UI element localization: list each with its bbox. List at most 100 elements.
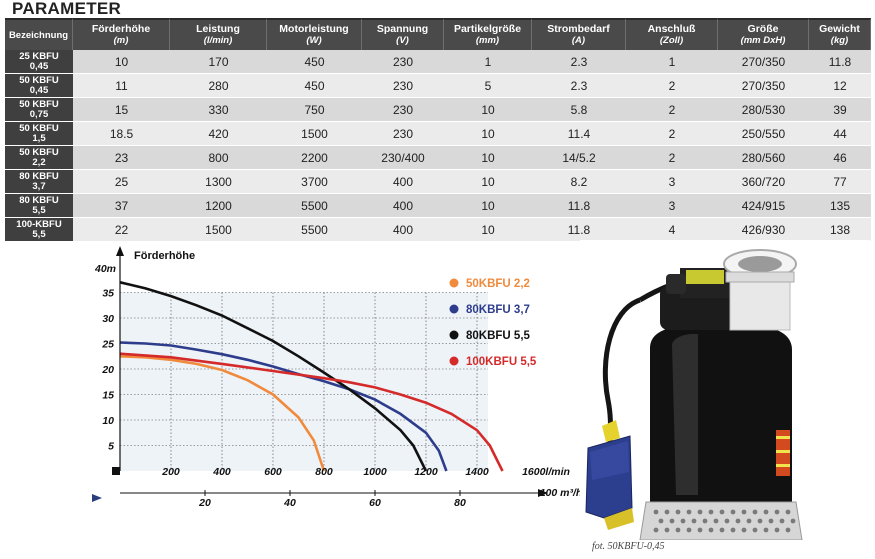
table-cell: 450 <box>267 74 362 98</box>
x2-tick-label: 60 <box>369 497 381 509</box>
column-header: Motorleistung (W) <box>267 18 362 50</box>
table-cell: 8.2 <box>532 170 626 194</box>
page-title: PARAMETER <box>12 0 122 18</box>
table-cell: 5.8 <box>532 98 626 122</box>
table-row: 80 KBFU 3,7 25 1300 3700 400 10 8.2 3 360/720 77 <box>5 170 871 194</box>
model-size: 5,5 <box>32 204 46 216</box>
model-name: 50 KBFU <box>19 147 59 158</box>
x-tick-label: 200 <box>161 466 180 478</box>
table-cell: 10 <box>444 218 532 242</box>
column-header: Partikelgröße (mm) <box>444 18 532 50</box>
legend-label: 50KBFU 2,2 <box>466 278 530 290</box>
table-cell: 230 <box>362 122 444 146</box>
legend-label: 100KBFU 5,5 <box>466 356 537 368</box>
model-name: 80 KBFU <box>19 195 59 206</box>
model-name: 25 KBFU <box>19 51 59 62</box>
table-cell: 4 <box>626 218 718 242</box>
table-cell: 15 <box>73 98 170 122</box>
table-cell: 10 <box>444 170 532 194</box>
table-cell: 270/350 <box>718 74 809 98</box>
table-cell: 18.5 <box>73 122 170 146</box>
series-line <box>119 355 326 472</box>
table-cell: 230 <box>362 98 444 122</box>
table-cell: 3700 <box>267 170 362 194</box>
x-tick-label: 400 <box>212 466 231 478</box>
table-cell: 11 <box>73 74 170 98</box>
column-header-unit: (m) <box>113 35 129 46</box>
table-cell: 11.8 <box>532 194 626 218</box>
column-header-unit: (Zoll) <box>659 35 684 46</box>
photo-caption: fot. 50KBFU-0,45 <box>592 541 665 552</box>
y-tick-label: 10 <box>102 415 114 427</box>
x-tick-label: 600 <box>264 466 282 478</box>
legend-marker <box>449 304 459 314</box>
table-cell: 11.4 <box>532 122 626 146</box>
model-cell: 100-KBFU 5,5 <box>5 218 73 242</box>
column-header-label: Förderhöhe <box>91 23 151 35</box>
column-header-label: Partikelgröße <box>453 23 522 35</box>
column-header-label: Strombedarf <box>547 23 610 35</box>
column-header-label: Spannung <box>376 23 429 35</box>
column-header: Förderhöhe (m) <box>73 18 170 50</box>
table-cell: 1 <box>626 50 718 74</box>
table-row: 80 KBFU 5,5 37 1200 5500 400 10 11.8 3 424/915 135 <box>5 194 871 218</box>
model-name: 50 KBFU <box>19 75 59 86</box>
y-tick-label: 30 <box>102 313 114 325</box>
table-cell: 12 <box>809 74 871 98</box>
model-size: 2,2 <box>32 156 46 168</box>
column-header-unit: (V) <box>396 35 409 46</box>
table-cell: 250/550 <box>718 122 809 146</box>
table-cell: 135 <box>809 194 871 218</box>
table-cell: 2 <box>626 122 718 146</box>
table-cell: 3 <box>626 170 718 194</box>
table-cell: 230 <box>362 50 444 74</box>
table-cell: 1200 <box>170 194 267 218</box>
y-tick-label: 35 <box>102 288 114 300</box>
header-bezeichnung: Bezeichnung <box>5 18 73 50</box>
model-name: 50 KBFU <box>19 99 59 110</box>
y-top-label: 40m <box>94 263 116 275</box>
series-line <box>119 281 428 472</box>
column-header-unit: (l/min) <box>203 35 233 46</box>
model-size: 0,45 <box>29 60 49 72</box>
model-cell: 50 KBFU 0,45 <box>5 74 73 98</box>
column-header: Leistung (l/min) <box>170 18 267 50</box>
table-cell: 1 <box>444 50 532 74</box>
model-name: 50 KBFU <box>19 123 59 134</box>
model-size: 0,75 <box>29 108 49 120</box>
table-cell: 270/350 <box>718 50 809 74</box>
x2-axis-end-label: 100 m³/h <box>540 487 582 499</box>
table-cell: 400 <box>362 218 444 242</box>
pump-photo <box>580 240 870 540</box>
table-cell: 280 <box>170 74 267 98</box>
legend-marker <box>449 330 459 340</box>
column-header-unit: (W) <box>306 35 322 46</box>
table-cell: 1500 <box>267 122 362 146</box>
table-row: 50 KBFU 1,5 18.5 420 1500 230 10 11.4 2 250/550 44 <box>5 122 871 146</box>
table-cell: 400 <box>362 194 444 218</box>
table-cell: 2 <box>626 74 718 98</box>
table-cell: 22 <box>73 218 170 242</box>
column-header-label: Motorleistung <box>279 23 349 35</box>
table-cell: 426/930 <box>718 218 809 242</box>
table-cell: 2.3 <box>532 50 626 74</box>
model-size: 0,45 <box>29 84 49 96</box>
table-cell: 37 <box>73 194 170 218</box>
table-cell: 3 <box>626 194 718 218</box>
column-header-unit: (kg) <box>830 35 849 46</box>
table-cell: 2200 <box>267 146 362 170</box>
x-tick-label: 1400 <box>465 466 489 478</box>
table-cell: 5 <box>444 74 532 98</box>
table-cell: 170 <box>170 50 267 74</box>
legend-marker <box>449 278 459 288</box>
table-cell: 39 <box>809 98 871 122</box>
x-tick-label: 1200 <box>414 466 438 478</box>
table-cell: 10 <box>444 146 532 170</box>
table-cell: 14/5.2 <box>532 146 626 170</box>
legend-marker <box>449 356 459 366</box>
table-cell: 280/560 <box>718 146 809 170</box>
table-cell: 420 <box>170 122 267 146</box>
table-cell: 360/720 <box>718 170 809 194</box>
table-cell: 138 <box>809 218 871 242</box>
table-row: 50 KBFU 2,2 23 800 2200 230/400 10 14/5.2 2 280/5… <box>5 146 871 170</box>
